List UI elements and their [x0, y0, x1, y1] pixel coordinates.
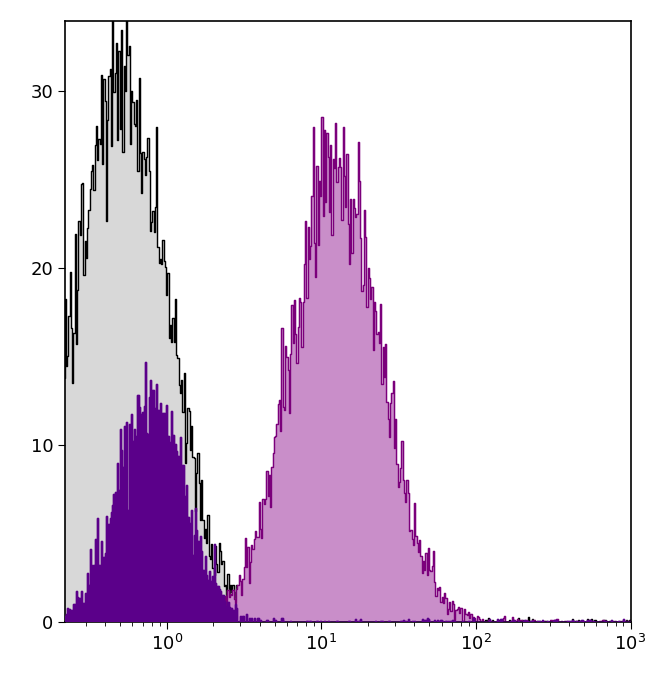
Polygon shape	[12, 362, 637, 622]
Polygon shape	[12, 118, 637, 622]
Polygon shape	[12, 0, 637, 622]
